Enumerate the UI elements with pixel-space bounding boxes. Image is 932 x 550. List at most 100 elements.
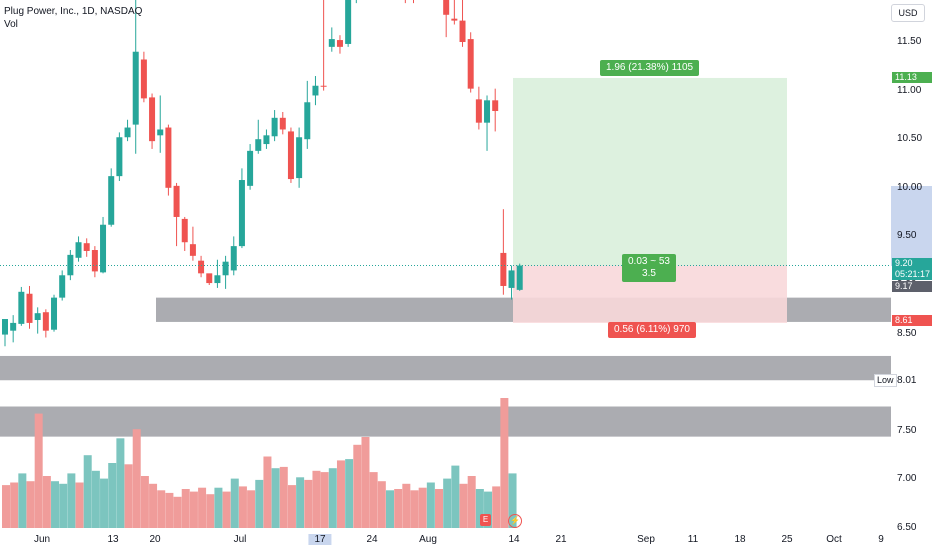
time-tick: 25 [781,534,793,545]
candle [255,119,262,154]
candle [287,127,294,183]
candle [149,93,156,149]
volume-bar [198,487,207,528]
price-tick: 9.50 [897,230,917,242]
volume-bar [181,489,190,528]
candle [2,319,8,347]
volume-bar [492,486,501,528]
volume-bar [230,478,239,528]
long-position-tool[interactable] [513,77,787,323]
volume-bar [353,444,362,528]
close-price-tag: 9.17 [892,281,932,292]
volume-bar [116,438,125,528]
candle [181,216,188,251]
candle [132,0,139,154]
volume-bar [385,490,394,528]
candle [238,168,245,249]
candle [116,132,123,181]
candle [500,209,507,295]
price-tick: 10.00 [897,181,923,193]
volume-bar [214,487,223,528]
low-label: Low [874,374,897,387]
time-tick: 11 [687,534,699,545]
volume-bar [189,491,198,528]
volume-bar [67,473,76,528]
candle [198,255,205,278]
price-tick: 8.01 [897,375,917,387]
volume-bar [140,476,149,528]
zone-2 [0,406,891,437]
candle [475,86,482,130]
price-tick: 7.50 [897,424,917,436]
candle [75,236,82,262]
candle [26,285,33,329]
candle [492,88,499,132]
time-tick: 17 [308,534,332,545]
volume-bar [328,468,337,528]
volume-bar [10,482,19,528]
time-tick: Aug [419,534,437,545]
candle [320,0,327,91]
volume-bar [402,483,411,528]
candle [345,0,352,47]
price-tick: 11.50 [897,36,922,47]
candle [328,27,335,52]
time-tick: Jun [33,534,51,545]
risk-reward-label: 0.03 ~ 53 3.5 [622,254,676,282]
volume-bar [435,489,444,528]
volume-bar [263,456,272,528]
countdown-value: 05:21:17 [895,269,931,279]
volume-bar [361,437,370,528]
volume-bar [222,491,231,528]
time-tick: 21 [555,534,567,545]
volume-bar [394,489,403,528]
volume-bar [132,429,141,528]
time-tick: Sep [637,534,655,545]
candle [34,307,41,334]
candle [336,35,343,54]
candle [100,216,107,274]
candle [304,80,311,149]
price-tick: 6.50 [897,522,917,533]
price-tick: 7.00 [897,473,917,485]
volume-bar [336,460,345,528]
volume-bar [247,490,256,528]
stop-label: 0.56 (6.11%) 970 [608,322,696,338]
price-tick: 11.00 [897,84,922,96]
volume-bar [443,478,452,528]
candle [271,110,278,142]
candle [214,259,221,288]
volume-bar [157,490,166,528]
volume-bar [410,490,419,528]
ratio-sub-label: 3.5 [642,268,656,279]
time-tick: 20 [149,534,161,545]
time-tick: 9 [878,534,884,545]
dividend-lightning-icon[interactable]: ⚡ [508,514,522,528]
candle [451,0,458,25]
volume-bar [59,483,68,528]
currency-button[interactable]: USD [891,4,925,22]
volume-bar [42,476,51,528]
candle [189,226,196,261]
candle [467,32,474,93]
candle [508,265,515,300]
chart-title: Plug Power, Inc., 1D, NASDAQ [4,6,143,17]
candle [296,127,303,188]
volume-bar [287,485,296,528]
last-price-value: 9.20 [895,258,913,268]
stop-price-tag: 8.61 [892,315,932,326]
target-label: 1.96 (21.38%) 1105 [600,60,700,76]
earnings-icon[interactable]: E [480,514,491,526]
last-price-tag: 9.20 05:21:17 [892,258,932,280]
volume-bars [2,398,517,528]
candle [67,250,74,281]
volume-bar [304,479,313,528]
price-tick: 8.50 [897,327,917,339]
candle [91,246,98,278]
candle [230,236,237,276]
candle [516,263,523,291]
ratio-label: 0.03 ~ 53 [628,256,670,267]
candle [484,95,491,151]
volume-bar [26,481,35,528]
